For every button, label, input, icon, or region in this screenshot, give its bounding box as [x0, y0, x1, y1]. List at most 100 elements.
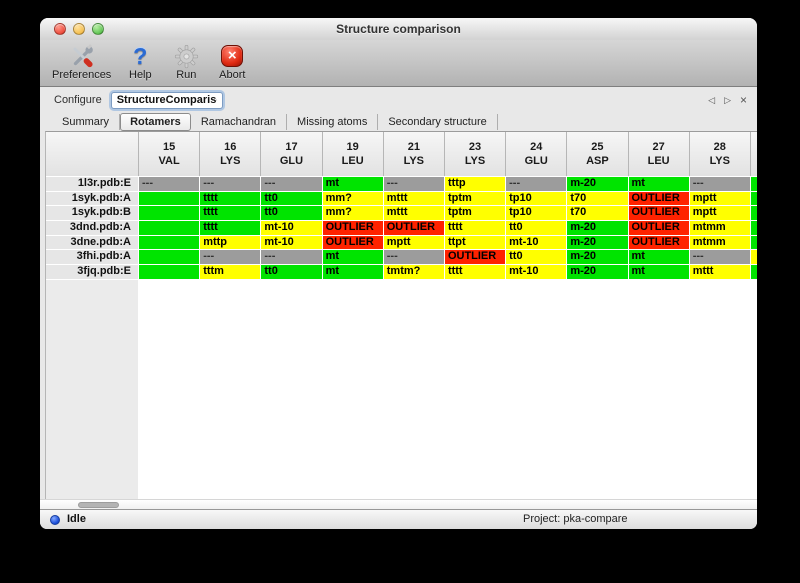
partial-table-cell[interactable]	[750, 250, 757, 265]
table-cell[interactable]: t70	[567, 191, 628, 206]
table-cell[interactable]: m-20	[567, 235, 628, 250]
table-cell[interactable]: mt-10	[506, 235, 567, 250]
table-cell[interactable]: mptt	[689, 206, 750, 221]
table-cell[interactable]	[139, 235, 200, 250]
table-cell[interactable]: mt-10	[261, 235, 322, 250]
row-label[interactable]: 3dnd.pdb:A	[46, 221, 138, 235]
table-cell[interactable]: tt0	[506, 221, 567, 235]
table-cell[interactable]: mm?	[322, 191, 383, 206]
table-cell[interactable]: mttt	[383, 206, 444, 221]
table-cell[interactable]: OUTLIER	[628, 191, 689, 206]
table-cell[interactable]: tt0	[506, 250, 567, 265]
table-cell[interactable]: tttm	[200, 265, 261, 279]
table-cell[interactable]: tp10	[506, 191, 567, 206]
table-cell[interactable]: ttpt	[444, 235, 506, 250]
horizontal-scrollbar[interactable]	[40, 499, 757, 509]
table-cell[interactable]: OUTLIER	[322, 221, 383, 235]
table-cell[interactable]: tttt	[200, 191, 261, 206]
partial-table-cell[interactable]	[750, 265, 757, 279]
table-cell[interactable]: mt	[322, 250, 383, 265]
column-header-17[interactable]: 17 GLU	[261, 132, 322, 176]
table-cell[interactable]: tttt	[444, 265, 506, 279]
table-cell[interactable]: OUTLIER	[383, 221, 444, 235]
table-cell[interactable]: mt-10	[261, 221, 322, 235]
table-cell[interactable]: mtmm	[689, 221, 750, 235]
table-cell[interactable]: tp10	[506, 206, 567, 221]
table-cell[interactable]: m-20	[567, 250, 628, 265]
row-label[interactable]: 3dne.pdb:A	[46, 235, 138, 250]
column-header-25[interactable]: 25 ASP	[567, 132, 628, 176]
table-cell[interactable]: OUTLIER	[628, 206, 689, 221]
configure-next-icon[interactable]: ▷	[724, 94, 731, 105]
row-label[interactable]: 1syk.pdb:B	[46, 206, 138, 221]
table-cell[interactable]: tt0	[261, 265, 322, 279]
table-cell[interactable]: tttp	[444, 177, 506, 191]
table-cell[interactable]: ---	[689, 177, 750, 191]
table-cell[interactable]: tttt	[200, 221, 261, 235]
tab-secondary-structure[interactable]: Secondary structure	[378, 113, 498, 130]
table-cell[interactable]: mt	[628, 265, 689, 279]
table-cell[interactable]: m-20	[567, 177, 628, 191]
table-cell[interactable]: ---	[261, 177, 322, 191]
table-cell[interactable]: ---	[261, 250, 322, 265]
table-cell[interactable]	[139, 206, 200, 221]
tab-ramachandran[interactable]: Ramachandran	[191, 113, 288, 130]
column-header-15[interactable]: 15 VAL	[139, 132, 200, 176]
abort-button[interactable]: × Abort	[215, 42, 249, 81]
configure-close-icon[interactable]: ×	[739, 93, 747, 107]
table-cell[interactable]: OUTLIER	[628, 235, 689, 250]
tab-missing-atoms[interactable]: Missing atoms	[287, 113, 379, 130]
close-window-icon[interactable]	[54, 23, 66, 35]
partial-table-cell[interactable]	[750, 177, 757, 191]
table-cell[interactable]	[139, 250, 200, 265]
table-cell[interactable]: mm?	[322, 206, 383, 221]
partial-table-cell[interactable]	[750, 206, 757, 221]
table-cell[interactable]	[139, 265, 200, 279]
table-cell[interactable]: OUTLIER	[628, 221, 689, 235]
table-cell[interactable]: ---	[383, 250, 444, 265]
table-cell[interactable]: tmtm?	[383, 265, 444, 279]
table-cell[interactable]: mptt	[689, 191, 750, 206]
column-header-19[interactable]: 19 LEU	[322, 132, 383, 176]
table-cell[interactable]: ---	[200, 177, 261, 191]
table-cell[interactable]: mt	[322, 177, 383, 191]
table-cell[interactable]: t70	[567, 206, 628, 221]
partial-table-cell[interactable]	[750, 221, 757, 235]
configure-prev-icon[interactable]: ◁	[708, 94, 716, 105]
run-button[interactable]: Run	[169, 42, 203, 81]
table-cell[interactable]: m-20	[567, 265, 628, 279]
table-cell[interactable]: m-20	[567, 221, 628, 235]
table-cell[interactable]: ---	[506, 177, 567, 191]
table-cell[interactable]: tt0	[261, 206, 322, 221]
tab-summary[interactable]: Summary	[52, 113, 121, 130]
table-cell[interactable]: mtmm	[689, 235, 750, 250]
column-header-28[interactable]: 28 LYS	[689, 132, 750, 176]
column-header-21[interactable]: 21 LYS	[383, 132, 444, 176]
table-cell[interactable]: mttp	[200, 235, 261, 250]
table-cell[interactable]	[139, 191, 200, 206]
table-cell[interactable]: mt-10	[506, 265, 567, 279]
table-cell[interactable]: OUTLIER	[322, 235, 383, 250]
zoom-window-icon[interactable]	[92, 23, 104, 35]
row-label[interactable]: 1l3r.pdb:E	[46, 177, 138, 191]
table-cell[interactable]: mt	[628, 250, 689, 265]
table-cell[interactable]: tttt	[200, 206, 261, 221]
partial-table-cell[interactable]	[750, 191, 757, 206]
table-cell[interactable]: mttt	[383, 191, 444, 206]
table-cell[interactable]: mttt	[689, 265, 750, 279]
table-cell[interactable]: ---	[200, 250, 261, 265]
preferences-button[interactable]: Preferences	[52, 42, 111, 81]
column-header-23[interactable]: 23 LYS	[444, 132, 506, 176]
column-header-27[interactable]: 27 LEU	[628, 132, 689, 176]
row-label[interactable]: 3fhi.pdb:A	[46, 250, 138, 265]
table-cell[interactable]	[139, 221, 200, 235]
table-cell[interactable]: mptt	[383, 235, 444, 250]
table-cell[interactable]: mt	[628, 177, 689, 191]
row-label[interactable]: 1syk.pdb:A	[46, 191, 138, 206]
partial-table-cell[interactable]	[750, 235, 757, 250]
table-cell[interactable]: OUTLIER	[444, 250, 506, 265]
table-cell[interactable]: tptm	[444, 191, 506, 206]
table-cell[interactable]: mt	[322, 265, 383, 279]
table-cell[interactable]: tttt	[444, 221, 506, 235]
tab-rotamers[interactable]: Rotamers	[120, 112, 191, 131]
